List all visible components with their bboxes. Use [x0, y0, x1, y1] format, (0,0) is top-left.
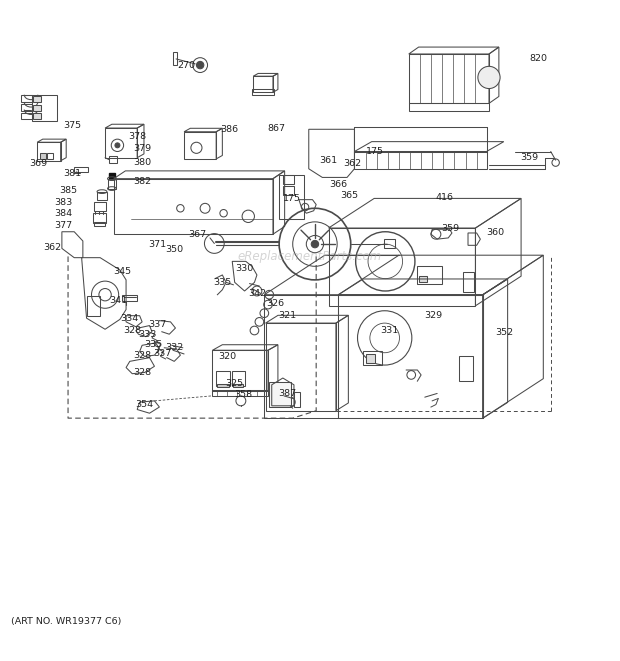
Text: 375: 375: [63, 121, 81, 130]
Text: 328: 328: [133, 368, 151, 377]
Text: 382: 382: [133, 176, 151, 186]
Bar: [107, 178, 116, 188]
Circle shape: [311, 241, 319, 248]
Circle shape: [115, 143, 120, 148]
Text: 341: 341: [110, 295, 128, 305]
Text: 175: 175: [366, 147, 384, 156]
Text: 328: 328: [133, 351, 151, 360]
Text: 380: 380: [133, 158, 151, 167]
Text: 337: 337: [153, 350, 171, 358]
Bar: [21, 112, 32, 120]
Bar: [232, 371, 244, 386]
Circle shape: [197, 61, 204, 69]
Bar: [218, 383, 229, 387]
Text: 379: 379: [133, 144, 151, 153]
Text: 377: 377: [54, 221, 72, 230]
Text: 326: 326: [267, 299, 285, 308]
Text: 384: 384: [54, 209, 72, 217]
Text: 867: 867: [267, 124, 285, 133]
Text: 383: 383: [54, 198, 73, 207]
Bar: [463, 272, 474, 292]
Text: 332: 332: [165, 343, 184, 352]
Bar: [213, 390, 268, 396]
Text: 333: 333: [138, 330, 156, 338]
Bar: [418, 276, 427, 282]
Bar: [21, 95, 32, 102]
Bar: [94, 202, 106, 211]
Text: 360: 360: [486, 229, 504, 237]
Text: 334: 334: [121, 314, 139, 323]
Bar: [87, 296, 100, 316]
Bar: [33, 113, 41, 120]
Text: 358: 358: [234, 390, 252, 399]
Circle shape: [478, 66, 500, 89]
Text: 342: 342: [248, 289, 266, 298]
Bar: [74, 167, 88, 172]
Text: 362: 362: [343, 159, 361, 169]
Bar: [108, 173, 115, 179]
Bar: [269, 382, 291, 407]
Bar: [417, 266, 442, 284]
Text: 337: 337: [148, 320, 166, 329]
Text: 354: 354: [136, 400, 154, 409]
Bar: [47, 153, 53, 159]
Text: 369: 369: [29, 159, 48, 169]
Text: 820: 820: [529, 54, 547, 63]
Text: 321: 321: [279, 311, 297, 320]
Text: 385: 385: [59, 186, 77, 195]
Text: 361: 361: [319, 156, 337, 165]
Text: 359: 359: [441, 223, 460, 233]
Text: 328: 328: [123, 326, 141, 335]
Text: 329: 329: [424, 311, 443, 320]
Text: 330: 330: [236, 264, 254, 273]
Bar: [252, 89, 274, 95]
Bar: [234, 383, 243, 387]
Text: 366: 366: [329, 180, 347, 189]
Bar: [33, 96, 41, 102]
Bar: [97, 192, 107, 200]
Bar: [355, 151, 487, 169]
Bar: [216, 371, 230, 386]
Text: 386: 386: [221, 126, 239, 134]
Text: 387: 387: [279, 389, 297, 398]
Bar: [366, 354, 376, 363]
Text: 335: 335: [213, 278, 231, 287]
Text: 325: 325: [226, 379, 244, 388]
Bar: [108, 157, 117, 163]
Bar: [283, 175, 294, 184]
Text: 365: 365: [340, 192, 358, 200]
Bar: [409, 102, 489, 112]
Text: 359: 359: [520, 153, 538, 162]
Text: (ART NO. WR19377 C6): (ART NO. WR19377 C6): [11, 617, 121, 625]
Text: 320: 320: [218, 352, 236, 361]
Text: 416: 416: [436, 192, 454, 202]
Text: 371: 371: [148, 239, 166, 249]
Text: 367: 367: [188, 230, 206, 239]
Bar: [40, 153, 46, 159]
Bar: [173, 52, 177, 65]
Text: 378: 378: [128, 132, 146, 141]
Text: 352: 352: [495, 329, 513, 338]
Text: 350: 350: [165, 245, 184, 254]
Bar: [283, 186, 294, 195]
Bar: [122, 295, 137, 301]
Text: 381: 381: [63, 169, 81, 178]
Bar: [94, 222, 105, 225]
Bar: [32, 95, 57, 121]
Text: 270: 270: [177, 61, 195, 69]
Text: 345: 345: [113, 267, 131, 276]
Bar: [363, 352, 381, 365]
Text: 175: 175: [283, 194, 301, 203]
Bar: [384, 239, 395, 248]
Text: 331: 331: [380, 326, 398, 335]
Bar: [294, 392, 300, 407]
Bar: [33, 104, 41, 111]
Text: 362: 362: [43, 243, 61, 253]
Text: 335: 335: [144, 340, 162, 348]
Bar: [93, 214, 106, 223]
Text: eReplacementParts.com: eReplacementParts.com: [238, 250, 382, 263]
Bar: [21, 104, 32, 111]
Bar: [459, 356, 473, 381]
